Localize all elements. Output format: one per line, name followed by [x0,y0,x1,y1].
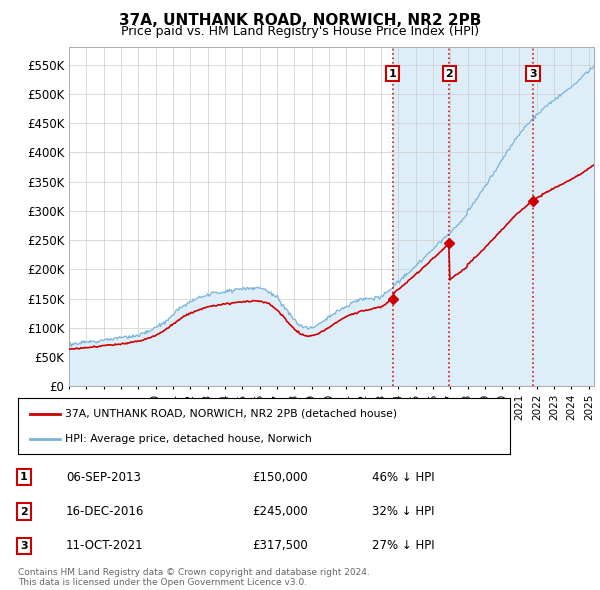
Bar [392,47,594,386]
Text: Price paid vs. HM Land Registry's House Price Index (HPI): Price paid vs. HM Land Registry's House … [121,25,479,38]
Text: Contains HM Land Registry data © Crown copyright and database right 2024.
This d: Contains HM Land Registry data © Crown c… [18,568,370,587]
Text: 46% ↓ HPI: 46% ↓ HPI [372,471,434,484]
Text: £317,500: £317,500 [252,539,308,552]
Text: 3: 3 [20,541,28,550]
Text: £150,000: £150,000 [252,471,308,484]
Text: HPI: Average price, detached house, Norwich: HPI: Average price, detached house, Norw… [65,434,311,444]
Text: 37A, UNTHANK ROAD, NORWICH, NR2 2PB: 37A, UNTHANK ROAD, NORWICH, NR2 2PB [119,13,481,28]
Text: 2: 2 [20,507,28,516]
Text: 2: 2 [446,68,454,78]
Text: 1: 1 [20,473,28,482]
Text: 1: 1 [389,68,397,78]
Text: 32% ↓ HPI: 32% ↓ HPI [372,505,434,518]
Text: 06-SEP-2013: 06-SEP-2013 [66,471,141,484]
Text: 11-OCT-2021: 11-OCT-2021 [66,539,143,552]
Text: 37A, UNTHANK ROAD, NORWICH, NR2 2PB (detached house): 37A, UNTHANK ROAD, NORWICH, NR2 2PB (det… [65,409,397,419]
Text: £245,000: £245,000 [252,505,308,518]
Text: 3: 3 [529,68,537,78]
Text: 27% ↓ HPI: 27% ↓ HPI [372,539,434,552]
Text: 16-DEC-2016: 16-DEC-2016 [66,505,145,518]
